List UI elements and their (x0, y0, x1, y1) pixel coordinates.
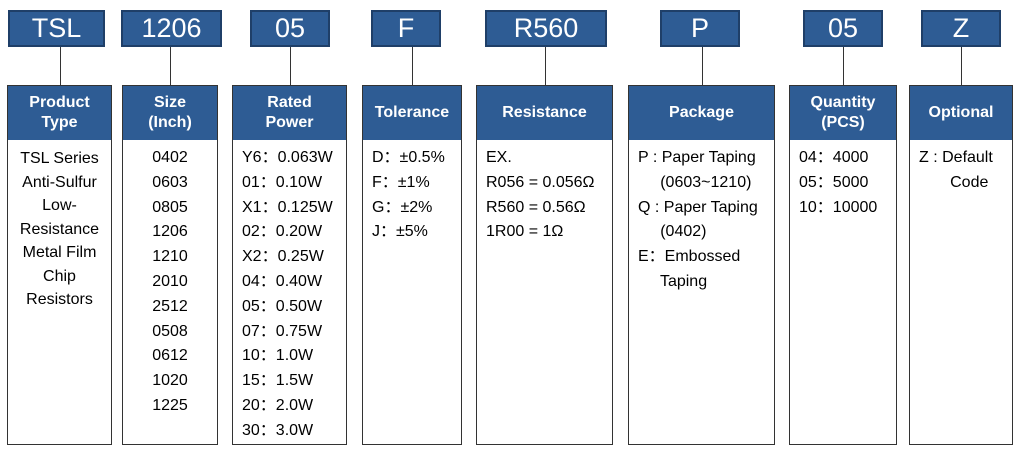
connector-line (961, 47, 962, 85)
option-line: D：±0.5% (372, 149, 445, 166)
field-panel: Quantity (PCS) 04：4000 05：5000 10：10000 (789, 85, 897, 445)
option-line: Anti-Sulfur (22, 173, 97, 191)
field-header: Product Type (8, 86, 111, 140)
code-box: P (660, 10, 740, 47)
field-panel: Optional Z : Default Code (909, 85, 1013, 445)
field-panel: Resistance EX. R056 = 0.056Ω R560 = 0.56Ω 1R… (476, 85, 613, 445)
option-line: X1：0.125W (242, 198, 333, 216)
option-line: 2010 (152, 272, 188, 290)
option-line: 1R00 = 1Ω (486, 223, 564, 241)
field-options: 0402 0603 0805 1206 1210 2010 2512 0508 0612 1020… (123, 140, 217, 419)
option-line: 1210 (152, 248, 188, 266)
option-line: X2：0.25W (242, 248, 324, 266)
option-line: Code (919, 173, 989, 191)
connector-line (60, 47, 61, 85)
field-options: P : Paper Taping (0603~1210) Q : Paper Ta… (629, 140, 774, 295)
option-line: Metal Film (22, 244, 97, 261)
field-header: Size (Inch) (123, 86, 217, 140)
field-header: Quantity (PCS) (790, 86, 896, 140)
option-line: Z : Default (919, 149, 993, 166)
field-options: EX. R056 = 0.056Ω R560 = 0.56Ω 1R00 = 1Ω (477, 140, 612, 245)
connector-line (545, 47, 546, 85)
option-line: TSL Series (20, 150, 99, 167)
option-line: EX. (486, 149, 512, 166)
field-options: 04：4000 05：5000 10：10000 (790, 140, 896, 220)
option-line: 10：1.0W (242, 347, 314, 365)
option-line: 2512 (152, 297, 188, 315)
option-line: 30：3.0W (242, 421, 314, 439)
field-options: D：±0.5% F：±1% G：±2% J：±5% (363, 140, 461, 245)
connector-line (170, 47, 171, 85)
option-line: Resistance (19, 220, 100, 238)
option-line: 0805 (152, 198, 188, 216)
option-line: (0402) (638, 223, 707, 241)
option-line: E：Embossed (638, 248, 741, 266)
field-options: Z : Default Code (910, 140, 1012, 196)
option-line: G：±2% (372, 198, 433, 216)
option-line: R056 = 0.056Ω (486, 173, 595, 191)
option-line: Q : Paper Taping (638, 198, 758, 216)
code-box: R560 (485, 10, 607, 47)
option-line: 04：4000 (799, 149, 869, 166)
option-line: J：±5% (372, 223, 428, 241)
field-panel: Size (Inch) 0402 0603 0805 1206 1210 2010 2512 0… (122, 85, 218, 445)
option-line: 07：0.75W (242, 322, 323, 340)
option-line: 0612 (152, 347, 188, 365)
field-panel: Rated Power Y6：0.063W 01：0.10W X1：0.125W 02：… (232, 85, 347, 445)
code-box: F (371, 10, 441, 47)
field-header: Rated Power (233, 86, 346, 140)
option-line: F：±1% (372, 173, 430, 191)
option-line: Resistors (26, 291, 93, 308)
field-options: TSL Series Anti-Sulfur Low- Resistance Metal… (8, 140, 111, 311)
option-line: Chip (43, 267, 76, 285)
connector-line (412, 47, 413, 85)
option-line: R560 = 0.56Ω (486, 198, 586, 216)
option-line: 05：0.50W (242, 297, 323, 315)
field-panel: Tolerance D：±0.5% F：±1% G：±2% J：±5% (362, 85, 462, 445)
connector-line (843, 47, 844, 85)
option-line: 05：5000 (799, 173, 869, 191)
connector-line (290, 47, 291, 85)
field-panel: Product Type TSL Series Anti-Sulfur Low- Res… (7, 85, 112, 445)
option-line: 20：2.0W (242, 396, 314, 414)
field-header: Package (629, 86, 774, 140)
field-options: Y6：0.063W 01：0.10W X1：0.125W 02：0.20W X2：0.2… (233, 140, 346, 444)
field-header: Tolerance (363, 86, 461, 140)
code-box: Z (921, 10, 1001, 47)
option-line: 1225 (152, 396, 188, 414)
code-box: TSL (8, 10, 105, 47)
option-line: 1020 (152, 372, 188, 390)
option-line: 0508 (152, 322, 188, 340)
option-line: Taping (638, 272, 708, 290)
field-header: Resistance (477, 86, 612, 140)
option-line: (0603~1210) (638, 173, 752, 191)
option-line: Low- (42, 197, 77, 214)
option-line: 15：1.5W (242, 372, 314, 390)
option-line: Y6：0.063W (242, 149, 333, 166)
option-line: 01：0.10W (242, 173, 323, 191)
code-box: 05 (803, 10, 883, 47)
option-line: 0603 (152, 173, 188, 191)
code-box: 05 (250, 10, 330, 47)
option-line: 1206 (152, 223, 188, 241)
connector-line (702, 47, 703, 85)
option-line: 02：0.20W (242, 223, 323, 241)
option-line: P : Paper Taping (638, 149, 756, 166)
field-panel: Package P : Paper Taping (0603~1210) Q : P… (628, 85, 775, 445)
option-line: 04：0.40W (242, 272, 323, 290)
field-header: Optional (910, 86, 1012, 140)
option-line: 10：10000 (799, 198, 878, 216)
code-box: 1206 (121, 10, 222, 47)
option-line: 0402 (152, 149, 188, 166)
